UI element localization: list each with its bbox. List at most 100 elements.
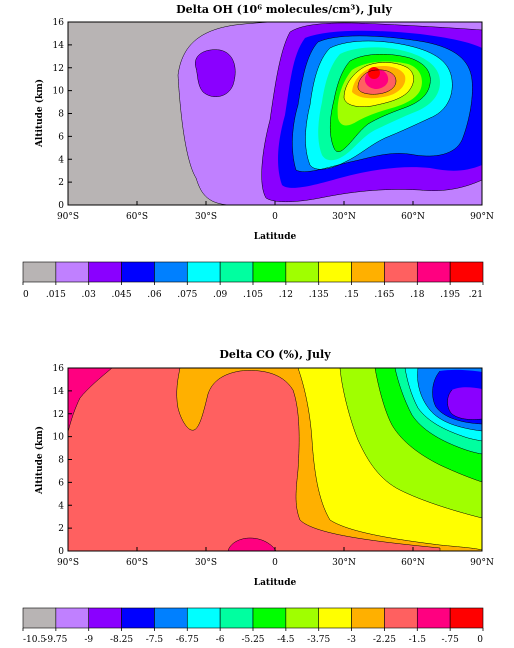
oh-colorbar-label: .105	[243, 290, 263, 300]
oh-colorbar: 0 .015 .03 .045 .06 .075 .09 .105 .12 .135 .15 .165…	[22, 261, 484, 300]
oh-colorbar-label: .09	[213, 290, 228, 300]
co-colorbar-label: -3	[347, 635, 356, 645]
oh-colorbar-swatch	[285, 261, 320, 283]
co-colorbar-swatch	[88, 607, 122, 629]
oh-x-tick-label: 0	[272, 212, 278, 222]
oh-x-tick-label: 30°S	[195, 212, 217, 222]
co-colorbar-label: -6.75	[176, 635, 199, 645]
oh-colorbar-swatch	[88, 261, 122, 283]
oh-colorbar-label: .135	[309, 290, 329, 300]
co-x-tick-label: 30°N	[332, 558, 356, 568]
oh-colorbar-swatch	[55, 261, 90, 283]
oh-colorbar-label: .12	[279, 290, 293, 300]
oh-colorbar-label: .18	[410, 290, 425, 300]
oh-y-tick-label: 0	[58, 201, 64, 211]
oh-contour-lines	[177, 22, 482, 205]
co-colorbar-label: -6	[216, 635, 225, 645]
co-contour-lines	[68, 368, 482, 551]
co-colorbar-label: -5.25	[241, 635, 264, 645]
co-y-tick-label: 14	[53, 387, 65, 397]
oh-colorbar-swatch	[449, 261, 484, 283]
oh-colorbar-label: .15	[344, 290, 359, 300]
oh-colorbar-swatch	[351, 261, 385, 283]
oh-y-ticks: 0 2 4 6 8 10 12 14 16	[53, 18, 72, 211]
oh-y-tick-label: 6	[58, 132, 64, 142]
oh-colorbar-label: .015	[46, 290, 66, 300]
co-y-ticks: 0 2 4 6 8 10 12 14 16	[53, 364, 72, 557]
oh-colorbar-swatch	[121, 261, 155, 283]
co-colorbar-label: -.75	[441, 635, 459, 645]
oh-colorbar-swatch	[384, 261, 418, 283]
oh-colorbar-label: .045	[112, 290, 132, 300]
co-colorbar-swatch	[121, 607, 155, 629]
oh-colorbar-swatch	[252, 261, 287, 283]
co-region-level-2	[447, 387, 482, 420]
oh-colorbar-swatch	[186, 261, 221, 283]
oh-y-tick-label: 10	[53, 87, 65, 97]
co-y-tick-label: 4	[58, 501, 64, 511]
co-colorbar-swatch	[186, 607, 221, 629]
oh-x-tick-label: 60°S	[126, 212, 148, 222]
oh-y-tick-label: 2	[58, 178, 64, 188]
co-y-tick-label: 12	[53, 410, 64, 420]
oh-colorbar-label: .03	[82, 290, 97, 300]
co-y-tick-label: 6	[58, 478, 64, 488]
oh-region-level-13	[368, 67, 380, 79]
oh-y-tick-label: 8	[58, 110, 64, 120]
co-x-ticks: 90°S 60°S 30°S 0 30°N 60°N 90°N	[57, 547, 494, 568]
co-colorbar-swatch	[252, 607, 287, 629]
oh-colorbar-label: .195	[440, 290, 460, 300]
co-colorbar-swatch	[154, 607, 188, 629]
oh-y-tick-label: 4	[58, 155, 64, 165]
co-colorbar-swatch	[22, 607, 57, 629]
co-y-tick-label: 8	[58, 456, 64, 466]
oh-chart-title: Delta OH (10⁶ molecules/cm³), July	[176, 3, 392, 16]
co-x-tick-label: 60°N	[401, 558, 425, 568]
co-region-level-12-bump	[228, 538, 276, 551]
co-colorbar-swatch	[285, 607, 320, 629]
oh-colorbar-label: .165	[374, 290, 394, 300]
co-colorbar-label: -3.75	[307, 635, 330, 645]
co-colorbar-label: -10.5	[23, 635, 46, 645]
co-y-tick-label: 16	[53, 364, 65, 374]
oh-colorbar-label: .075	[177, 290, 197, 300]
co-colorbar-label: -8.25	[110, 635, 133, 645]
oh-x-tick-label: 90°S	[57, 212, 79, 222]
oh-y-tick-label: 12	[53, 64, 64, 74]
co-x-tick-label: 90°S	[57, 558, 79, 568]
co-x-axis-label: Latitude	[254, 578, 297, 588]
oh-x-tick-label: 90°N	[470, 212, 494, 222]
oh-y-tick-label: 14	[53, 41, 65, 51]
co-colorbar-swatch	[351, 607, 385, 629]
co-colorbar-swatch	[219, 607, 254, 629]
co-colorbar-label: -9	[84, 635, 93, 645]
co-x-tick-label: 30°S	[195, 558, 217, 568]
co-colorbar-swatch	[384, 607, 418, 629]
co-plot-area	[68, 368, 482, 551]
co-colorbar: -10.5-9.75 -9 -8.25 -7.5 -6.75 -6 -5.25 -4.5 -3.…	[22, 607, 484, 645]
oh-colorbar-swatch	[318, 261, 352, 283]
co-colorbar-label: -7.5	[146, 635, 164, 645]
oh-x-tick-label: 30°N	[332, 212, 356, 222]
oh-x-tick-label: 60°N	[401, 212, 425, 222]
oh-y-tick-label: 16	[53, 18, 65, 28]
co-colorbar-swatch	[55, 607, 90, 629]
oh-colorbar-label: 0	[23, 290, 29, 300]
oh-chart: Delta OH (10⁶ molecules/cm³), July	[22, 3, 494, 300]
oh-x-ticks: 90°S 60°S 30°S 0 30°N 60°N 90°N	[57, 201, 494, 222]
co-colorbar-label: -9.75	[44, 635, 67, 645]
co-y-tick-label: 2	[58, 524, 64, 534]
oh-colorbar-label: .21	[469, 290, 483, 300]
oh-y-axis-label: Altitude (km)	[34, 79, 45, 148]
co-x-tick-label: 60°S	[126, 558, 148, 568]
oh-x-axis-label: Latitude	[254, 232, 297, 242]
co-colorbar-swatch	[318, 607, 352, 629]
co-x-tick-label: 0	[272, 558, 278, 568]
co-y-tick-label: 10	[53, 433, 65, 443]
co-chart-title: Delta CO (%), July	[219, 348, 331, 361]
oh-region-level-1-island	[195, 49, 236, 97]
oh-colorbar-swatch	[22, 261, 57, 283]
co-chart: Delta CO (%), July	[22, 348, 494, 645]
co-y-axis-label: Altitude (km)	[34, 426, 45, 495]
